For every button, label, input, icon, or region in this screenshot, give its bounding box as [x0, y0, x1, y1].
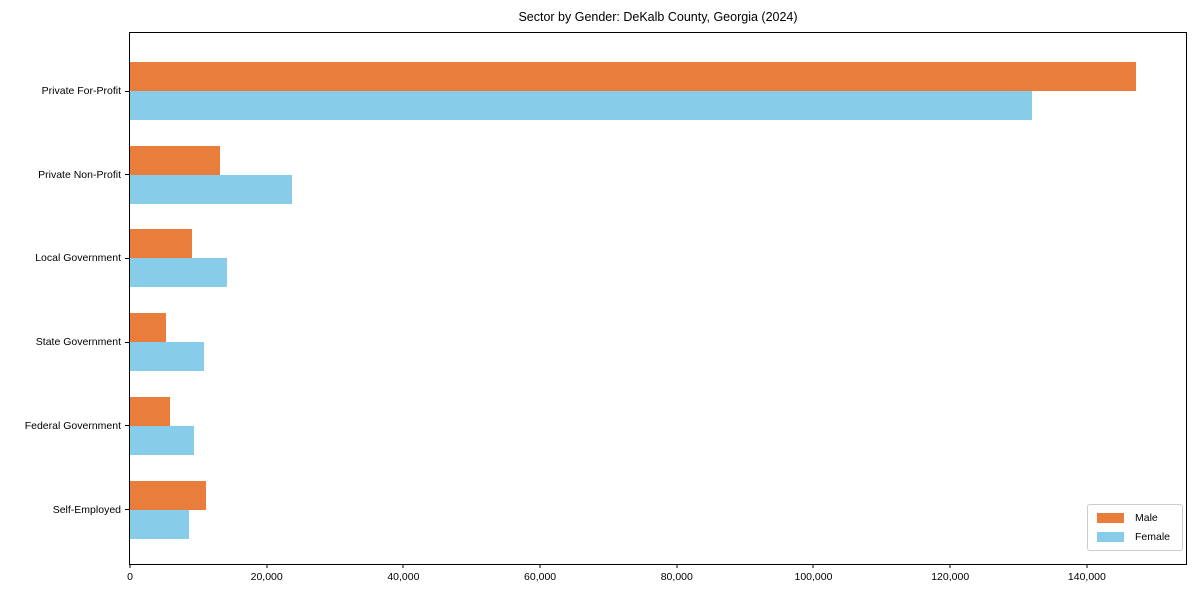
y-tick-mark — [125, 257, 129, 259]
male-bar-self-employed — [130, 480, 206, 510]
x-tick-mark — [812, 564, 814, 568]
y-tick-mark — [125, 90, 129, 92]
y-axis-category-label: Local Government — [35, 252, 121, 265]
legend-label-male: Male — [1135, 512, 1158, 524]
x-tick-mark — [266, 564, 268, 568]
y-tick-mark — [125, 341, 129, 343]
x-tick-mark — [539, 564, 541, 568]
female-bar-self-employed — [130, 509, 189, 539]
female-bar-private-non-profit — [130, 174, 292, 204]
legend-label-female: Female — [1135, 531, 1171, 543]
x-tick-mark — [1086, 564, 1088, 568]
male-bar-federal-government — [130, 396, 170, 426]
female-bar-federal-government — [130, 425, 195, 455]
x-axis-tick-label: 120,000 — [931, 571, 970, 583]
female-bar-private-for-profit — [130, 91, 1032, 120]
plot-area: Private For-Profit Private Non-Profit Loca… — [25, 32, 1187, 583]
x-tick-mark — [676, 564, 678, 568]
x-axis-tick-label: 100,000 — [794, 571, 833, 583]
x-tick-mark — [402, 564, 404, 568]
y-axis-category-label: Private For-Profit — [41, 85, 121, 97]
y-tick-mark — [125, 174, 129, 176]
y-tick-mark — [125, 509, 129, 510]
female-bar-local-government — [130, 258, 228, 288]
x-tick-mark — [129, 564, 131, 568]
legend: Male Female — [1087, 504, 1183, 551]
male-bar-local-government — [130, 229, 193, 259]
female-bar-state-government — [130, 342, 204, 372]
female-series-swatch — [1097, 532, 1124, 542]
y-tick-mark — [125, 425, 129, 427]
x-axis-tick-label: 40,000 — [387, 571, 420, 583]
y-axis-category-label: Self-Employed — [52, 503, 121, 516]
legend-item-male: Male — [1097, 512, 1173, 524]
y-axis-category-label: Private Non-Profit — [38, 168, 121, 181]
x-axis-tick-label: 80,000 — [660, 571, 693, 583]
bars-layer — [130, 33, 1186, 564]
legend-item-female: Female — [1097, 531, 1173, 543]
x-axis-tick-label: 0 — [127, 571, 133, 583]
y-axis-category-label: Federal Government — [24, 419, 121, 432]
male-bar-private-for-profit — [130, 62, 1137, 91]
chart-title: Sector by Gender: DeKalb County, Georgia… — [518, 10, 798, 24]
male-bar-state-government — [130, 313, 166, 343]
x-axis-tick-label: 60,000 — [524, 571, 557, 583]
male-series-swatch — [1097, 513, 1124, 523]
x-axis-tick-label: 140,000 — [1067, 571, 1106, 583]
y-axis-category-label: State Government — [35, 336, 121, 349]
male-bar-private-non-profit — [130, 145, 221, 175]
x-axis-tick-label: 20,000 — [250, 571, 283, 583]
x-tick-mark — [949, 564, 951, 568]
